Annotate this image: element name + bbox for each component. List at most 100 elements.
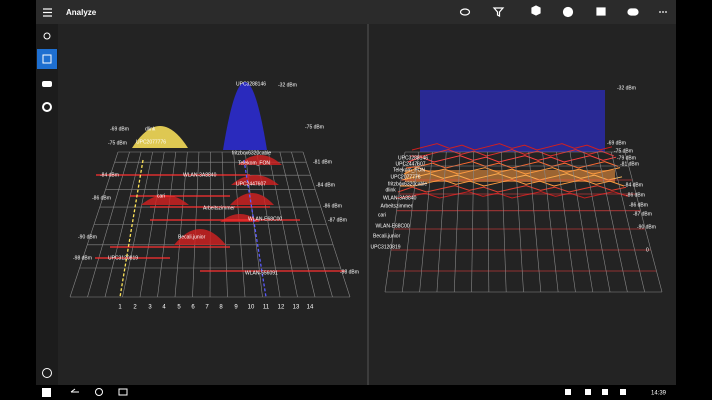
- vr-button[interactable]: [627, 8, 639, 16]
- level-label: -86 dBm: [626, 192, 645, 198]
- signal-hump: [141, 195, 189, 205]
- channel-label: 8: [219, 305, 223, 311]
- level-label: -75 dBm: [614, 148, 633, 154]
- left-3d-view: 1 2 3 4 5 6 7 8 9 10 11 12 13 14-32 dBm-75 dBm-81 dBm…: [69, 81, 359, 311]
- grid-line: [221, 151, 228, 298]
- level-label: -84 dBm: [100, 172, 119, 178]
- channel-label: 1: [118, 305, 122, 311]
- channel-label: 13: [293, 305, 300, 311]
- level-label: -98 dBm: [73, 255, 92, 261]
- 3d-button[interactable]: [596, 7, 606, 16]
- channel-label: 5: [177, 305, 181, 311]
- grid-line: [583, 151, 611, 293]
- grid-line: [471, 151, 475, 293]
- right-3d-view: UPC3288146UPC2447607Telekom_FONUPC207777…: [371, 85, 663, 293]
- more-button[interactable]: [659, 11, 667, 13]
- grid-line: [139, 151, 165, 298]
- search-button[interactable]: [95, 388, 103, 396]
- signal-slab: [420, 90, 605, 152]
- grid-line: [279, 151, 316, 298]
- grid-line: [402, 151, 420, 293]
- level-label: -32 dBm: [278, 82, 297, 88]
- level-label: -86 dBm: [323, 203, 342, 209]
- signal-surface: [410, 149, 615, 157]
- analyze-nav-selected[interactable]: [37, 49, 57, 69]
- filter-button[interactable]: [492, 7, 505, 17]
- level-label: -87 dBm: [633, 211, 652, 217]
- channel-label: 12: [278, 305, 285, 311]
- grid-line: [122, 151, 153, 298]
- network-label: UPC3288146: [236, 81, 266, 87]
- grid-line: [87, 151, 130, 298]
- channel-label: 7: [205, 305, 209, 311]
- car-nav[interactable]: [42, 81, 52, 87]
- level-label: -98 dBm: [340, 269, 359, 275]
- network-label: WLAN-3A8840: [383, 195, 417, 201]
- signal-nav[interactable]: [43, 32, 51, 40]
- back-button[interactable]: [70, 388, 79, 393]
- channel-label: 11: [263, 305, 270, 311]
- sidebar: [36, 24, 58, 385]
- network-label: cari: [378, 212, 386, 218]
- task-view-button[interactable]: [118, 388, 128, 396]
- grid-line: [291, 151, 333, 298]
- level-label: -81 dBm: [620, 161, 639, 167]
- network-label: UPC2077776: [391, 174, 421, 180]
- level-label: -75 dBm: [305, 124, 324, 130]
- grid-line: [104, 151, 142, 298]
- grid-line: [157, 151, 177, 298]
- channel-label: 4: [162, 305, 166, 311]
- grid-line: [487, 151, 490, 293]
- channel-label: 9: [234, 305, 238, 311]
- level-label: -81 dBm: [313, 159, 332, 165]
- network-label: Becali.junior: [373, 233, 401, 239]
- view-button[interactable]: [459, 8, 471, 16]
- channel-label: 6: [191, 305, 195, 311]
- menu-button[interactable]: [43, 8, 52, 17]
- tray-icons[interactable]: [565, 389, 626, 395]
- grid-line: [528, 151, 542, 293]
- grid-line: [302, 151, 351, 298]
- level-label: -79 dBm: [617, 155, 636, 161]
- color-button[interactable]: [562, 6, 574, 18]
- level-label: -86 dBm: [92, 195, 111, 201]
- network-label: fritzbox6320cable: [388, 181, 427, 187]
- info-nav[interactable]: [42, 368, 52, 378]
- band-button[interactable]: [531, 5, 541, 16]
- grid-line: [233, 151, 246, 298]
- grid-line: [500, 151, 507, 293]
- network-label: WLAN-556091: [245, 270, 278, 276]
- level-label: -86 dBm: [629, 202, 648, 208]
- level-label: -75 dBm: [108, 140, 127, 146]
- channel-label: 2: [133, 305, 137, 311]
- channel-marker: [243, 159, 267, 298]
- grid-line: [555, 151, 576, 293]
- channel-label: 10: [248, 305, 255, 311]
- grid-line: [453, 151, 461, 293]
- network-label: WLAN-E68C00: [376, 223, 410, 229]
- signal-band: [405, 170, 615, 182]
- signal-hump: [174, 229, 226, 245]
- network-label: Telekom_FON: [393, 167, 425, 173]
- signal-hump: [223, 82, 267, 150]
- grid-line: [610, 151, 645, 293]
- network-label: Arbeitszimmer: [203, 205, 235, 211]
- page-title: Analyze: [66, 8, 97, 17]
- start-button[interactable]: [42, 388, 51, 397]
- signal-hump: [132, 126, 188, 148]
- grid-line: [384, 151, 406, 293]
- grid-line: [69, 151, 119, 298]
- level-label: -84 dBm: [624, 182, 643, 188]
- clock: 14:39: [651, 391, 667, 397]
- network-label: WLAN-3A8840: [183, 172, 217, 178]
- grid-line: [624, 151, 663, 293]
- network-label: dlink: [145, 126, 156, 132]
- network-label: cari: [157, 193, 165, 199]
- grid-line: [174, 151, 188, 298]
- network-label: dlink: [386, 187, 397, 193]
- network-label: UPC2077776: [136, 139, 166, 145]
- grid-line: [542, 151, 559, 293]
- network-label: Becali.junior: [178, 234, 206, 240]
- settings-nav[interactable]: [42, 102, 52, 112]
